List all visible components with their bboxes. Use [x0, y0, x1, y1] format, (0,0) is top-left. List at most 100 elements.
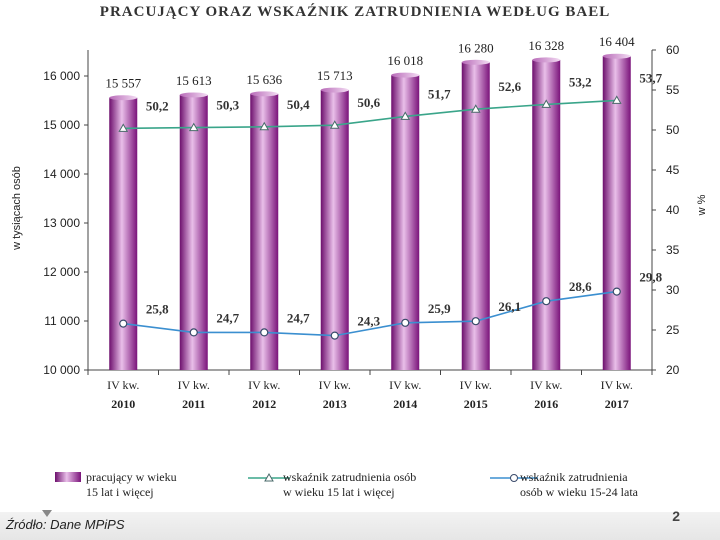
employment-rate-total-value-label: 50,6: [357, 95, 380, 110]
x-tick-label-year: 2017: [605, 397, 629, 411]
footer-band: [0, 512, 720, 540]
bar-value-label: 15 557: [105, 76, 141, 91]
employment-rate-youth-value-label: 24,7: [216, 310, 239, 325]
bar-cap: [250, 91, 279, 97]
y-right-tick-label: 25: [666, 323, 680, 337]
y-left-tick-label: 10 000: [43, 363, 80, 377]
bar: [320, 90, 349, 371]
employment-rate-youth-point: [401, 318, 410, 327]
bar-value-label: 15 613: [176, 73, 212, 88]
y-right-tick-label: 55: [666, 83, 680, 97]
bar: [532, 59, 561, 370]
employment-rate-youth-value-label: 28,6: [569, 279, 592, 294]
x-tick-label-year: 2011: [182, 397, 205, 411]
employment-rate-youth-point: [119, 319, 128, 328]
x-tick-label-year: 2015: [464, 397, 488, 411]
employment-rate-total-value-label: 50,2: [146, 98, 169, 113]
bar-cap: [320, 87, 349, 93]
y-left-tick-label: 11 000: [44, 314, 80, 328]
y-left-tick-label: 16 000: [43, 69, 80, 83]
employment-rate-total-point: [118, 123, 129, 132]
bar: [250, 93, 279, 370]
y-right-tick-label: 35: [666, 243, 680, 257]
legend-label-bars: pracujący w wieku 15 lat i więcej: [86, 470, 177, 499]
employment-rate-youth-line: [123, 290, 617, 337]
legend-circle-icon: [510, 474, 518, 482]
x-tick-label: IV kw.: [319, 378, 351, 392]
employment-rate-youth-value-label: 25,9: [428, 301, 451, 316]
bar-value-label: 15 713: [317, 68, 353, 83]
y-right-tick-label: 30: [666, 283, 680, 297]
employment-rate-total-point: [329, 120, 340, 129]
source-note: Źródło: Dane MPiPS: [6, 517, 125, 532]
x-tick-label: IV kw.: [530, 378, 562, 392]
data-labels: 15 557 15 613 15 636 15 713 16 018 16 280 16 3…: [105, 34, 662, 328]
y-left-tick-label: 15 000: [43, 118, 80, 132]
employment-rate-youth-point: [612, 287, 621, 296]
employment-rate-total-point: [470, 104, 481, 113]
legend: pracujący w wieku 15 lat i więcej wskaźnik…: [55, 470, 639, 499]
y-left-tick-label: 13 000: [43, 216, 80, 230]
bar-value-label: 16 280: [458, 40, 494, 55]
y-right-tick-label: 45: [666, 163, 680, 177]
x-tick-label-year: 2012: [252, 397, 276, 411]
employment-rate-youth-value-label: 25,8: [146, 302, 169, 317]
x-tick-label: IV kw.: [178, 378, 210, 392]
employment-rate-youth-point: [189, 328, 198, 337]
legend-swatch-bars: [55, 472, 81, 482]
employment-rate-total-value-label: 53,7: [639, 70, 662, 85]
employment-rate-total-point: [541, 99, 552, 108]
axes: 10 000 11 000 12 000 13 000 14 000 15 000 16 0…: [43, 43, 679, 411]
bar-value-label: 16 018: [387, 53, 423, 68]
bar-cap: [461, 59, 490, 65]
employment-rate-youth-point: [330, 331, 339, 340]
x-tick-label-year: 2010: [111, 397, 135, 411]
y-axis-right-title: w %: [696, 194, 708, 216]
legend-label-youth: wskaźnik zatrudnienia osób w wieku 15-24 …: [520, 470, 639, 499]
employment-rate-youth-point: [471, 317, 480, 326]
slide-number: 2: [672, 508, 680, 524]
employment-rate-total-value-label: 51,7: [428, 86, 451, 101]
bar-value-label: 15 636: [246, 72, 282, 87]
y-right-tick-label: 60: [666, 43, 680, 57]
bar-cap: [179, 92, 208, 98]
x-tick-label: IV kw.: [107, 378, 139, 392]
x-tick-label: IV kw.: [389, 378, 421, 392]
employment-rate-total-value-label: 50,4: [287, 97, 310, 112]
y-left-tick-label: 12 000: [43, 265, 80, 279]
y-right-tick-label: 20: [666, 363, 680, 377]
scroll-down-icon: [42, 510, 52, 517]
employment-rate-youth-value-label: 26,1: [498, 299, 521, 314]
legend-label-total: wskaźnik zatrudnienia osób w wieku 15 lat…: [283, 470, 416, 499]
legend-triangle-icon: [264, 472, 274, 482]
employment-rate-youth-value-label: 24,7: [287, 310, 310, 325]
bar-cap: [602, 53, 631, 59]
lines: [118, 95, 622, 340]
x-tick-label: IV kw.: [248, 378, 280, 392]
employment-rate-youth-point: [542, 297, 551, 306]
bar: [109, 97, 138, 370]
x-tick-label: IV kw.: [460, 378, 492, 392]
bar-cap: [532, 57, 561, 63]
employment-rate-total-value-label: 50,3: [216, 98, 239, 113]
bar-value-label: 16 404: [599, 34, 635, 49]
bar-cap: [109, 95, 138, 101]
y-left-tick-label: 14 000: [43, 167, 80, 181]
employment-rate-total-point: [259, 121, 270, 131]
employment-rate-total-point: [188, 122, 199, 132]
y-right-tick-label: 40: [666, 203, 680, 217]
x-tick-label-year: 2013: [323, 397, 347, 411]
employment-rate-total-point: [400, 111, 411, 120]
bar: [179, 94, 208, 370]
y-axis-left-title: w tysiącach osób: [11, 166, 23, 251]
x-tick-label: IV kw.: [601, 378, 633, 392]
employment-rate-total-value-label: 52,6: [498, 79, 521, 94]
x-tick-label-year: 2014: [393, 397, 417, 411]
employment-rate-total-value-label: 53,2: [569, 74, 592, 89]
x-tick-label-year: 2016: [534, 397, 558, 411]
chart-title: PRACUJĄCY ORAZ WSKAŹNIK ZATRUDNIENIA WED…: [100, 3, 610, 20]
employment-rate-youth-value-label: 24,3: [357, 314, 380, 329]
employment-rate-total-line: [123, 99, 617, 130]
employment-rate-total-point: [611, 95, 622, 104]
